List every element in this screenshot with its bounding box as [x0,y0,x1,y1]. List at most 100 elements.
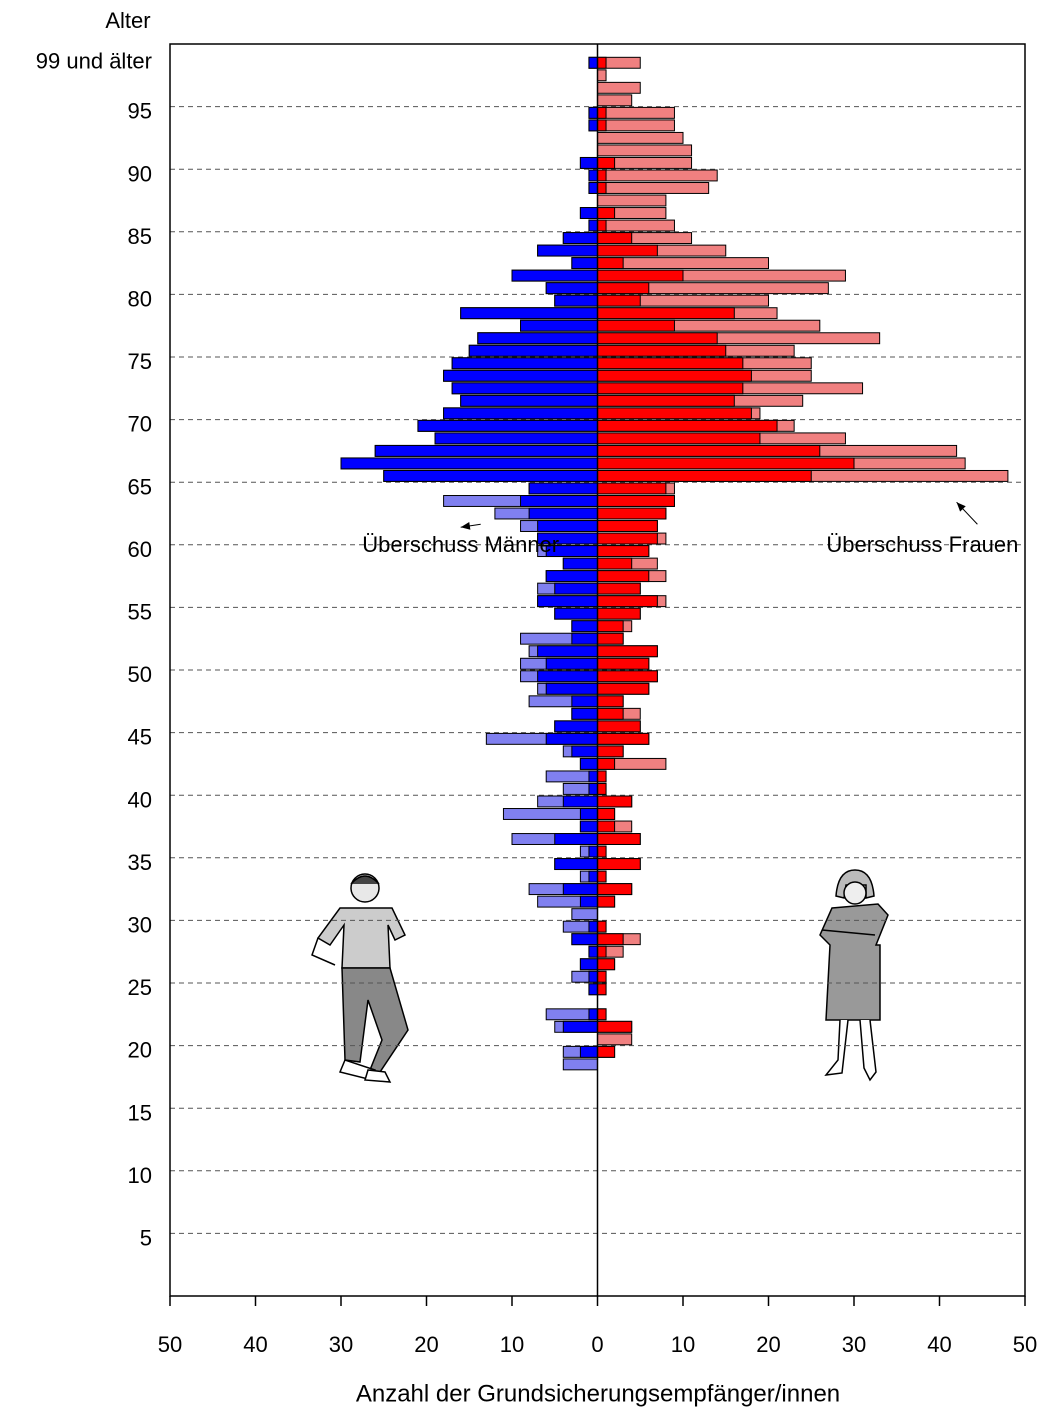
bar [597,282,650,295]
bar [597,858,641,871]
bar [597,607,641,620]
bar [597,495,675,507]
bar [597,808,616,820]
surplus-bar [597,1033,633,1046]
x-tick-label: 10 [671,1332,695,1357]
bar [579,895,599,908]
bar [597,394,735,407]
bar [597,344,727,357]
woman-figure [819,869,889,1082]
y-tick-label: 35 [128,850,152,875]
bar [597,782,607,795]
bar [597,369,752,382]
bar [597,545,650,558]
bar [443,407,598,420]
bar [597,169,607,182]
bar [588,782,599,795]
bar [588,219,599,232]
bar [597,269,684,282]
bar [597,207,616,219]
bar [597,457,855,470]
bar [579,808,599,820]
y-tick-label: 40 [128,787,152,812]
bar [374,444,599,457]
bar [597,645,658,658]
annotation: Überschuss Männer [362,532,559,557]
y-tick-label: 99 und älter [36,49,152,74]
bar [537,645,599,658]
bar [460,394,599,407]
y-tick-label: 10 [128,1163,152,1188]
x-tick-label: 40 [243,1332,267,1357]
bar [597,582,641,595]
bar [545,282,599,295]
bar [520,319,598,332]
x-axis-label: Anzahl der Grundsicherungsempfänger/inne… [356,1380,840,1407]
x-tick-label: 20 [414,1332,438,1357]
bar [588,119,599,132]
bar [597,933,624,946]
bar [597,632,624,645]
bar [383,469,598,482]
bar [588,770,599,783]
bar [597,695,624,708]
bar [588,945,599,958]
bar [571,632,598,645]
bar [571,695,598,708]
bar [597,294,641,307]
annotation: Überschuss Frauen [826,532,1018,557]
bar [597,833,641,845]
bar [571,745,598,758]
bar [588,920,599,933]
bar [562,557,598,570]
bar [597,482,667,495]
surplus-bar [597,69,607,82]
bar [597,732,650,745]
bar [579,757,599,770]
surplus-bar [597,81,641,94]
surplus-bar [597,94,633,107]
y-tick-label: 60 [128,537,152,562]
y-tick-label: 75 [128,349,152,374]
x-tick-label: 30 [842,1332,866,1357]
y-tick-label: 15 [128,1100,152,1125]
bar [571,257,598,270]
bar [597,682,650,695]
bar [537,670,599,683]
bar [528,507,598,520]
surplus-bar [597,169,718,182]
x-tick-label: 50 [1013,1332,1037,1357]
y-tick-label: 25 [128,975,152,1000]
y-tick-label: 95 [128,99,152,124]
bar [597,757,616,770]
bar [528,482,598,495]
bar [554,720,598,733]
bar [597,156,616,169]
bar [597,895,616,908]
bar [597,357,744,370]
bar [597,182,607,194]
y-tick-label: 20 [128,1038,152,1063]
bar [545,570,599,583]
bar [562,883,598,896]
bar [597,707,624,720]
bar [597,720,641,733]
bar [588,56,599,69]
bar [554,294,598,307]
bar [597,106,607,119]
bar [554,607,598,620]
bar [597,845,607,858]
x-tick-label: 20 [756,1332,780,1357]
bar [597,570,650,583]
surplus-bar [597,106,675,119]
bar [597,670,658,683]
bar [597,557,633,570]
bar [597,232,633,245]
x-tick-label: 40 [927,1332,951,1357]
bar [597,319,675,332]
bar [588,845,599,858]
bar [562,232,598,245]
x-tick-label: 50 [158,1332,182,1357]
surplus-bar [597,194,667,207]
surplus-bar [597,131,684,144]
